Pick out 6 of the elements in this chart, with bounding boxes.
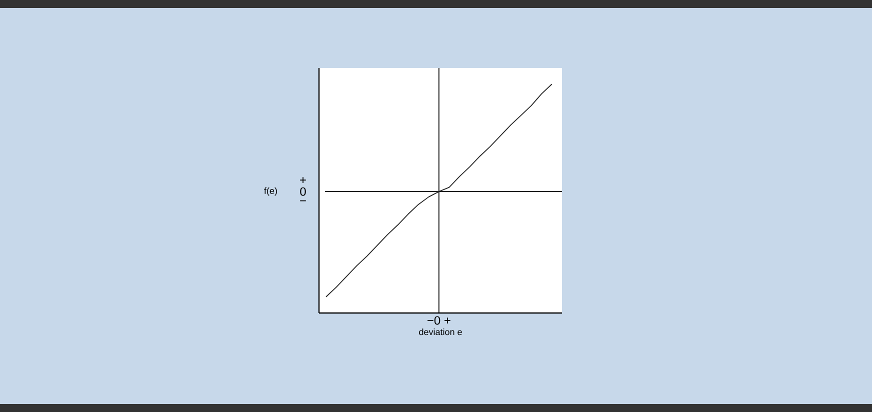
x-axis-title: deviation e [419,328,462,336]
text: − [300,200,306,202]
text: f(e) [264,187,277,196]
text: −0 + [428,316,450,325]
text: 0 [300,187,306,196]
text: + [300,177,306,183]
